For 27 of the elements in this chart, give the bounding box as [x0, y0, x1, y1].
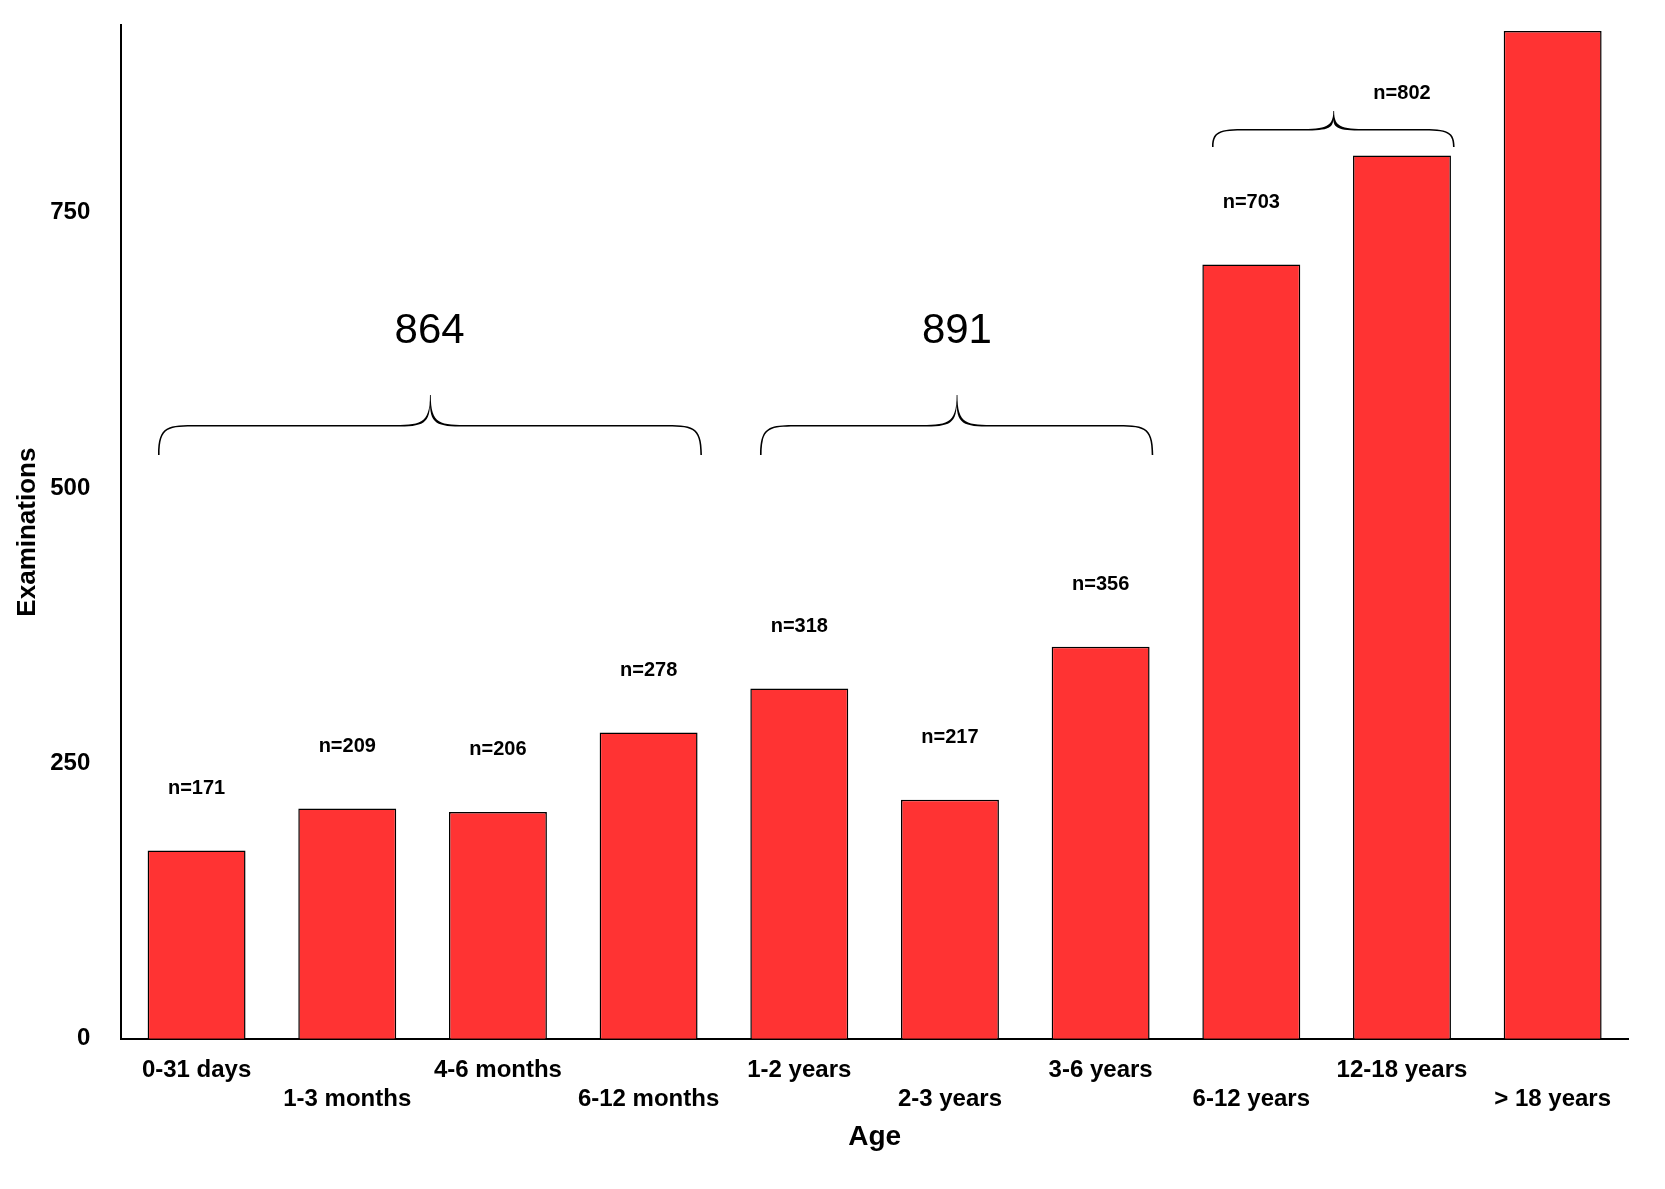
data-label: n=217 [921, 725, 979, 748]
y-tick-label: 250 [50, 748, 91, 776]
x-tick-label: 12-18 years [1336, 1054, 1468, 1082]
data-label: n=206 [469, 737, 527, 760]
data-label: n=171 [167, 775, 226, 798]
x-tick-label: 3-6 years [1048, 1054, 1153, 1082]
x-tick-label: 6-12 years [1192, 1083, 1311, 1111]
x-tick-label: 1-3 months [283, 1083, 412, 1111]
y-axis-title: Examinations [10, 447, 41, 617]
annotation: 864 [393, 305, 466, 354]
data-label: n=356 [1072, 572, 1130, 595]
y-tick-label: 0 [76, 1023, 91, 1051]
x-tick-label: 0-31 days [141, 1054, 252, 1082]
y-tick-label: 750 [50, 197, 91, 225]
data-label: n=209 [318, 734, 376, 757]
x-tick-label: > 18 years [1494, 1083, 1612, 1111]
annotation: 891 [920, 305, 993, 354]
x-tick-label: 1-2 years [747, 1054, 852, 1082]
data-label: n=318 [770, 614, 828, 637]
y-tick-label: 500 [50, 472, 91, 500]
data-label: n=703 [1222, 189, 1280, 212]
x-tick-label: 4-6 months [433, 1054, 562, 1082]
data-label: n=802 [1373, 80, 1431, 103]
x-tick-label: 2-3 years [897, 1083, 1003, 1111]
x-tick-label: 6-12 months [577, 1083, 720, 1111]
data-label: n=278 [619, 658, 678, 681]
x-axis-title: Age [848, 1119, 902, 1151]
